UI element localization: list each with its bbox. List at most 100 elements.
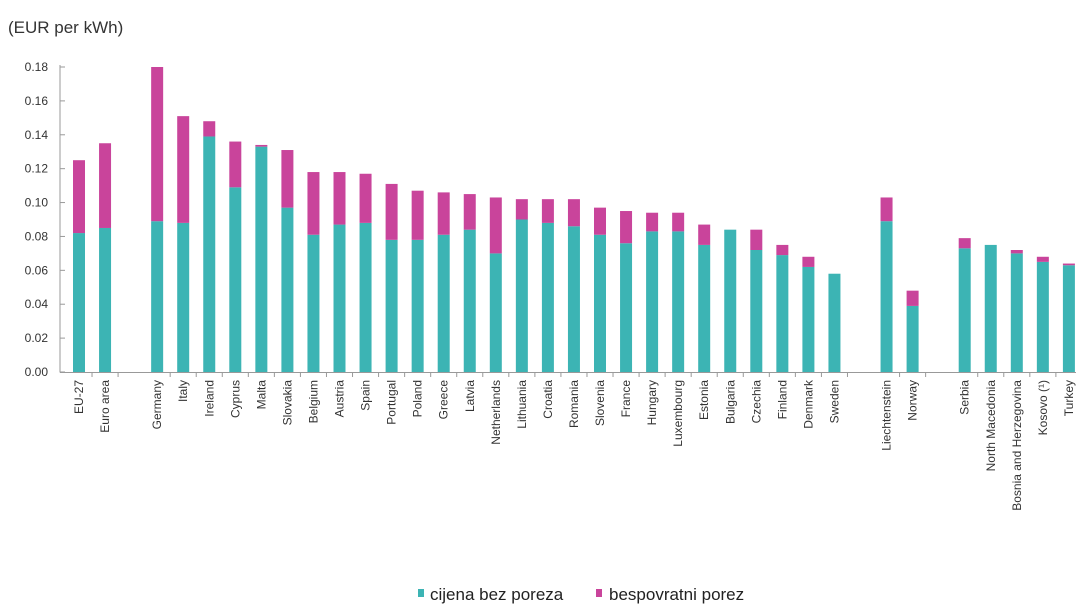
bars bbox=[73, 67, 1075, 372]
x-tick-label-romania: Romania bbox=[567, 380, 581, 428]
bar-base-hungary bbox=[646, 231, 659, 372]
bar-base-bulgaria bbox=[724, 229, 737, 372]
bar-tax-euro-area bbox=[99, 143, 112, 228]
legend-label-base: cijena bez poreza bbox=[430, 585, 564, 604]
bar-tax-kosovo bbox=[1036, 256, 1049, 262]
bar-tax-slovenia bbox=[594, 207, 606, 235]
y-tick-label: 0.10 bbox=[25, 196, 49, 210]
bar-base-luxembourg bbox=[672, 231, 685, 372]
x-tick-label-kosovo: Kosovo (¹) bbox=[1036, 380, 1050, 435]
x-tick-label-slovenia: Slovenia bbox=[593, 380, 607, 426]
bar-base-italy bbox=[177, 222, 190, 372]
bar-tax-serbia bbox=[958, 238, 971, 249]
bar-tax-greece bbox=[437, 192, 450, 235]
x-tick-label-malta: Malta bbox=[254, 380, 268, 410]
bar-tax-luxembourg bbox=[672, 212, 685, 232]
bar-base-germany bbox=[151, 221, 164, 372]
bar-tax-belgium bbox=[307, 172, 320, 235]
bar-base-romania bbox=[567, 226, 580, 372]
x-tick-label-slovakia: Slovakia bbox=[280, 380, 294, 426]
bar-base-france bbox=[620, 243, 633, 372]
bar-tax-estonia bbox=[698, 224, 711, 245]
bar-tax-bosnia-and-herzegovina bbox=[1010, 250, 1023, 254]
bar-base-croatia bbox=[541, 222, 554, 372]
x-tick-label-austria: Austria bbox=[333, 380, 347, 418]
bar-base-poland bbox=[411, 239, 424, 372]
x-tick-label-netherlands: Netherlands bbox=[489, 380, 503, 445]
x-tick-label-luxembourg: Luxembourg bbox=[671, 380, 685, 447]
x-tick-label-denmark: Denmark bbox=[801, 379, 815, 429]
bar-base-slovenia bbox=[594, 234, 606, 372]
x-tick-label-norway: Norway bbox=[906, 380, 920, 421]
bar-base-spain bbox=[359, 222, 372, 372]
bar-base-ireland bbox=[203, 136, 216, 372]
bar-tax-cyprus bbox=[229, 141, 242, 188]
bar-base-malta bbox=[255, 146, 268, 372]
y-tick-label: 0.14 bbox=[25, 128, 49, 142]
x-tick-label-sweden: Sweden bbox=[827, 380, 841, 423]
legend: cijena bez poreza bespovratni porez bbox=[418, 585, 744, 604]
bar-tax-germany bbox=[151, 67, 164, 222]
x-tick-label-finland: Finland bbox=[775, 380, 789, 419]
y-tick-label: 0.02 bbox=[25, 331, 49, 345]
bar-tax-ireland bbox=[203, 121, 216, 137]
bar-base-liechtenstein bbox=[880, 221, 893, 372]
bar-tax-croatia bbox=[541, 199, 554, 223]
bar-base-denmark bbox=[802, 266, 815, 372]
bar-tax-eu-27 bbox=[73, 160, 85, 234]
bar-tax-turkey bbox=[1062, 263, 1075, 266]
bar-base-czechia bbox=[750, 250, 763, 372]
x-tick-label-north-macedonia: North Macedonia bbox=[984, 380, 998, 472]
bar-tax-italy bbox=[177, 116, 190, 223]
x-tick-label-lithuania: Lithuania bbox=[515, 380, 529, 429]
x-tick-label-ireland: Ireland bbox=[202, 380, 216, 417]
x-tick-label-italy: Italy bbox=[176, 380, 190, 402]
bar-base-greece bbox=[437, 234, 450, 372]
bar-tax-spain bbox=[359, 173, 372, 223]
x-tick-label-cyprus: Cyprus bbox=[228, 380, 242, 418]
y-tick-label: 0.04 bbox=[25, 297, 49, 311]
y-tick-label: 0.06 bbox=[25, 263, 49, 277]
bar-base-eu-27 bbox=[73, 233, 85, 372]
bar-tax-france bbox=[620, 211, 633, 244]
bar-tax-finland bbox=[776, 244, 789, 256]
bar-tax-czechia bbox=[750, 229, 763, 250]
x-tick-label-estonia: Estonia bbox=[697, 380, 711, 420]
bar-tax-latvia bbox=[463, 194, 476, 230]
x-tick-label-france: France bbox=[619, 380, 633, 418]
y-tick-label: 0.18 bbox=[25, 60, 49, 74]
x-tick-label-hungary: Hungary bbox=[645, 380, 659, 425]
bar-tax-portugal bbox=[385, 183, 398, 240]
x-tick-label-spain: Spain bbox=[359, 380, 373, 411]
bar-base-kosovo bbox=[1036, 261, 1049, 372]
bar-tax-austria bbox=[333, 172, 346, 225]
bar-base-cyprus bbox=[229, 187, 242, 372]
bar-tax-poland bbox=[411, 190, 424, 240]
x-axis: EU-27 Euro area Germany Italy Ireland Cyprus M… bbox=[59, 65, 1076, 511]
bar-base-bosnia-and-herzegovina bbox=[1010, 253, 1023, 372]
x-tick-label-eu-27: EU-27 bbox=[72, 380, 86, 414]
bar-tax-denmark bbox=[802, 256, 815, 267]
bar-tax-romania bbox=[567, 199, 580, 227]
bar-base-north-macedonia bbox=[984, 244, 997, 372]
bar-base-netherlands bbox=[489, 253, 502, 372]
bar-tax-lithuania bbox=[515, 199, 528, 220]
bar-base-serbia bbox=[958, 248, 971, 372]
bar-base-norway bbox=[906, 305, 919, 372]
x-tick-label-croatia: Croatia bbox=[541, 380, 555, 419]
x-tick-label-serbia: Serbia bbox=[958, 380, 972, 415]
bar-tax-netherlands bbox=[489, 197, 502, 254]
bar-base-latvia bbox=[463, 229, 476, 372]
x-tick-label-poland: Poland bbox=[411, 380, 425, 417]
x-tick-label-euro-area: Euro area bbox=[98, 380, 112, 433]
x-tick-label-greece: Greece bbox=[437, 380, 451, 420]
y-tick-label: 0.08 bbox=[25, 229, 49, 243]
x-tick-label-turkey: Turkey bbox=[1062, 380, 1076, 416]
y-axis: 0.00 0.02 0.04 0.06 0.08 0.10 0.12 0.14 0.16 0.18 bbox=[25, 60, 65, 379]
bar-tax-malta bbox=[255, 144, 268, 147]
bar-base-finland bbox=[776, 255, 789, 372]
unit-label: (EUR per kWh) bbox=[8, 18, 123, 37]
x-tick-label-czechia: Czechia bbox=[749, 380, 763, 424]
bar-base-sweden bbox=[828, 273, 841, 372]
